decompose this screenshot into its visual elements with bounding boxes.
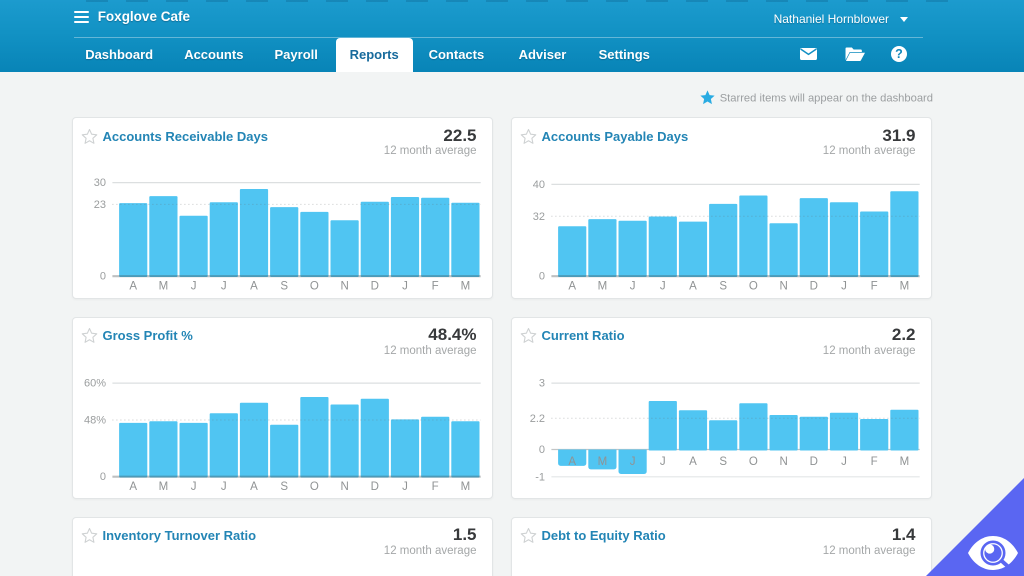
svg-text:0: 0 [539, 271, 545, 283]
svg-text:23: 23 [94, 199, 106, 211]
svg-text:2.2: 2.2 [530, 412, 545, 424]
svg-text:A: A [250, 481, 258, 493]
svg-text:0: 0 [100, 271, 106, 283]
svg-text:N: N [340, 281, 348, 293]
svg-text:J: J [191, 281, 197, 293]
svg-text:J: J [841, 455, 847, 467]
svg-text:F: F [871, 455, 878, 467]
svg-text:A: A [689, 281, 697, 293]
svg-text:F: F [432, 281, 439, 293]
svg-text:D: D [371, 481, 379, 493]
svg-text:M: M [461, 281, 471, 293]
svg-text:S: S [280, 481, 288, 493]
svg-text:A: A [250, 281, 258, 293]
svg-text:J: J [660, 281, 666, 293]
svg-text:J: J [841, 281, 847, 293]
svg-text:0: 0 [100, 471, 106, 483]
svg-text:O: O [310, 481, 319, 493]
svg-text:32: 32 [533, 211, 545, 223]
svg-text:F: F [871, 281, 878, 293]
svg-text:-1: -1 [535, 471, 545, 483]
svg-text:D: D [810, 455, 818, 467]
svg-text:N: N [340, 481, 348, 493]
svg-text:S: S [280, 281, 288, 293]
svg-text:M: M [598, 281, 608, 293]
svg-text:J: J [221, 281, 227, 293]
svg-text:3: 3 [539, 377, 545, 389]
svg-text:S: S [719, 455, 727, 467]
svg-text:J: J [402, 281, 408, 293]
svg-text:O: O [749, 455, 758, 467]
svg-text:D: D [810, 281, 818, 293]
svg-text:40: 40 [533, 179, 545, 191]
svg-text:O: O [749, 281, 758, 293]
svg-text:M: M [159, 481, 169, 493]
svg-text:M: M [900, 455, 910, 467]
svg-text:N: N [779, 455, 787, 467]
svg-text:J: J [630, 455, 636, 467]
svg-text:A: A [129, 281, 137, 293]
svg-text:A: A [689, 455, 697, 467]
svg-text:M: M [461, 481, 471, 493]
svg-text:J: J [221, 481, 227, 493]
svg-text:J: J [191, 481, 197, 493]
svg-text:60%: 60% [84, 377, 106, 389]
svg-text:30: 30 [94, 177, 106, 189]
svg-text:O: O [310, 281, 319, 293]
svg-text:N: N [779, 281, 787, 293]
svg-text:48%: 48% [84, 414, 106, 426]
svg-text:J: J [402, 481, 408, 493]
svg-text:M: M [900, 281, 910, 293]
svg-text:?: ? [895, 47, 903, 61]
svg-text:F: F [432, 481, 439, 493]
svg-text:0: 0 [539, 444, 545, 456]
svg-text:J: J [630, 281, 636, 293]
svg-text:A: A [568, 281, 576, 293]
svg-text:A: A [129, 481, 137, 493]
svg-text:A: A [568, 455, 576, 467]
svg-text:J: J [660, 455, 666, 467]
svg-text:S: S [719, 281, 727, 293]
svg-text:M: M [159, 281, 169, 293]
svg-text:D: D [371, 281, 379, 293]
svg-text:M: M [598, 455, 608, 467]
